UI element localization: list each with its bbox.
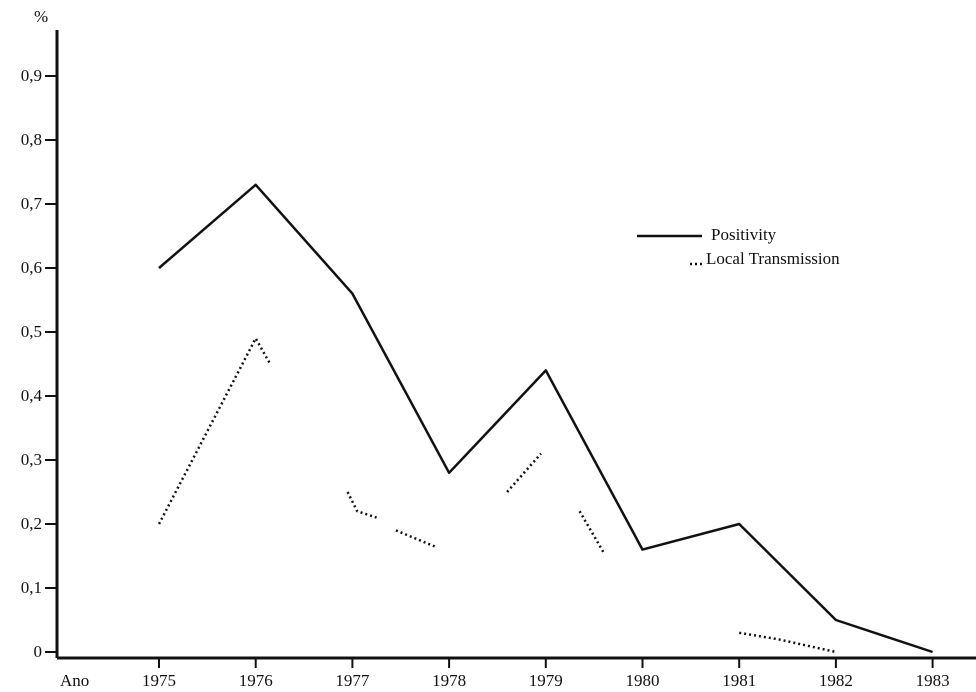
series-line-local-transmission [506,452,542,493]
y-tick-label: 0,4 [21,386,43,405]
legend-label-positivity: Positivity [711,225,777,244]
legend: Positivity Local Transmission [637,225,840,268]
y-tick-label: 0,9 [21,66,42,85]
x-tick-label: 1975 [142,671,176,690]
series-layer [157,183,933,654]
x-tick-label: 1982 [819,671,853,690]
series-line-local-transmission [346,491,377,519]
y-tick-label: 0,8 [21,130,42,149]
series-line-local-transmission [157,337,272,525]
x-tick-label: 1981 [722,671,756,690]
y-tick-group: 0 0,1 0,2 0,3 0,4 0,5 0,6 0,7 0,8 0,9 [21,66,57,661]
series-line-positivity [158,183,933,654]
series-line-local-transmission [578,510,605,554]
x-tick-label: 1977 [335,671,370,690]
x-tick-label: 1976 [239,671,273,690]
x-tick-group: 1975 1976 1977 1978 1979 1980 1981 1982 1983 [142,658,950,690]
y-tick-label: 0,3 [21,450,42,469]
y-tick-label: 0,5 [21,322,42,341]
series-line-local-transmission [395,529,436,548]
x-tick-label: 1983 [916,671,950,690]
x-tick-label: 1978 [432,671,466,690]
y-tick-label: 0,7 [21,194,43,213]
x-tick-label: 1980 [626,671,660,690]
legend-label-local-transmission: Local Transmission [706,249,840,268]
y-tick-label: 0,1 [21,578,42,597]
y-axis-label: % [34,7,48,26]
x-axis-label: Ano [60,671,89,690]
axes [55,30,976,660]
y-tick-label: 0 [34,642,43,661]
y-tick-label: 0,6 [21,258,42,277]
x-tick-label: 1979 [529,671,563,690]
y-tick-label: 0,2 [21,514,42,533]
series-line-local-transmission [738,631,837,654]
